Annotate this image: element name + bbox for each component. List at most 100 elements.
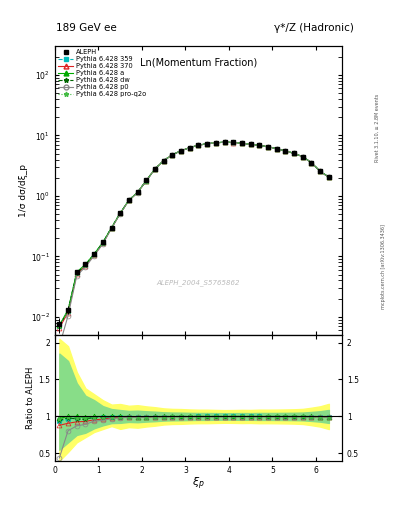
Pythia 6.428 a: [66, 307, 70, 313]
Pythia 6.428 pro-q2o: [92, 251, 97, 257]
Pythia 6.428 p0: [179, 147, 184, 154]
Pythia 6.428 359: [127, 197, 131, 203]
Text: Ln(Momentum Fraction): Ln(Momentum Fraction): [140, 58, 257, 68]
Pythia 6.428 370: [266, 144, 270, 150]
Pythia 6.428 370: [231, 139, 235, 145]
Pythia 6.428 dw: [127, 197, 131, 203]
Pythia 6.428 pro-q2o: [170, 152, 175, 158]
Pythia 6.428 dw: [292, 151, 296, 157]
Pythia 6.428 dw: [309, 160, 314, 166]
Pythia 6.428 a: [144, 178, 149, 184]
Pythia 6.428 a: [257, 142, 262, 148]
Pythia 6.428 a: [92, 251, 97, 257]
Pythia 6.428 pro-q2o: [118, 210, 123, 216]
Line: Pythia 6.428 a: Pythia 6.428 a: [57, 140, 331, 328]
Text: Rivet 3.1.10, ≥ 2.8M events: Rivet 3.1.10, ≥ 2.8M events: [375, 94, 380, 162]
Pythia 6.428 a: [127, 197, 131, 203]
Pythia 6.428 pro-q2o: [179, 147, 184, 154]
Pythia 6.428 370: [274, 145, 279, 152]
Pythia 6.428 p0: [83, 264, 88, 270]
Pythia 6.428 p0: [248, 141, 253, 147]
Pythia 6.428 p0: [170, 152, 175, 158]
Pythia 6.428 dw: [318, 168, 323, 175]
Pythia 6.428 370: [213, 140, 218, 146]
Pythia 6.428 pro-q2o: [196, 142, 201, 148]
Pythia 6.428 a: [152, 166, 157, 172]
Pythia 6.428 370: [300, 154, 305, 160]
Pythia 6.428 pro-q2o: [283, 148, 288, 154]
Pythia 6.428 370: [74, 271, 79, 277]
Pythia 6.428 370: [162, 158, 166, 164]
Pythia 6.428 a: [248, 141, 253, 147]
Pythia 6.428 dw: [240, 140, 244, 146]
Pythia 6.428 pro-q2o: [135, 189, 140, 196]
Pythia 6.428 dw: [152, 166, 157, 172]
Pythia 6.428 359: [83, 262, 88, 268]
Pythia 6.428 p0: [66, 312, 70, 318]
Pythia 6.428 370: [152, 166, 157, 172]
Pythia 6.428 pro-q2o: [274, 145, 279, 152]
Pythia 6.428 370: [205, 141, 209, 147]
Pythia 6.428 dw: [213, 140, 218, 146]
Pythia 6.428 a: [83, 261, 88, 267]
Pythia 6.428 dw: [187, 144, 192, 151]
Pythia 6.428 pro-q2o: [127, 197, 131, 203]
Pythia 6.428 359: [118, 210, 123, 216]
Pythia 6.428 370: [196, 142, 201, 148]
Line: Pythia 6.428 pro-q2o: Pythia 6.428 pro-q2o: [57, 140, 331, 328]
Pythia 6.428 359: [318, 168, 323, 175]
Pythia 6.428 359: [309, 160, 314, 166]
Pythia 6.428 pro-q2o: [213, 140, 218, 146]
Pythia 6.428 dw: [248, 141, 253, 147]
Pythia 6.428 pro-q2o: [327, 174, 331, 180]
Pythia 6.428 a: [327, 174, 331, 180]
Pythia 6.428 359: [327, 174, 331, 180]
Y-axis label: Ratio to ALEPH: Ratio to ALEPH: [26, 367, 35, 429]
Legend: ALEPH, Pythia 6.428 359, Pythia 6.428 370, Pythia 6.428 a, Pythia 6.428 dw, Pyth: ALEPH, Pythia 6.428 359, Pythia 6.428 37…: [57, 48, 147, 99]
Pythia 6.428 dw: [283, 148, 288, 154]
Pythia 6.428 a: [213, 140, 218, 146]
Pythia 6.428 370: [309, 160, 314, 166]
Pythia 6.428 359: [179, 147, 184, 154]
Y-axis label: 1/σ dσ/dξ_p: 1/σ dσ/dξ_p: [19, 164, 28, 217]
Pythia 6.428 a: [170, 152, 175, 158]
Pythia 6.428 a: [309, 160, 314, 166]
Pythia 6.428 370: [187, 144, 192, 151]
Pythia 6.428 dw: [135, 189, 140, 196]
Pythia 6.428 dw: [274, 145, 279, 152]
Pythia 6.428 370: [240, 140, 244, 146]
Pythia 6.428 dw: [144, 178, 149, 184]
Pythia 6.428 359: [231, 139, 235, 145]
Pythia 6.428 p0: [292, 151, 296, 157]
Pythia 6.428 p0: [283, 148, 288, 154]
Pythia 6.428 a: [266, 144, 270, 150]
Pythia 6.428 dw: [266, 144, 270, 150]
Pythia 6.428 370: [318, 168, 323, 175]
Pythia 6.428 a: [283, 148, 288, 154]
Pythia 6.428 370: [144, 178, 149, 184]
Pythia 6.428 359: [187, 144, 192, 151]
Pythia 6.428 p0: [144, 178, 149, 184]
Pythia 6.428 p0: [196, 142, 201, 148]
Pythia 6.428 pro-q2o: [231, 139, 235, 145]
Pythia 6.428 a: [57, 322, 62, 328]
Pythia 6.428 dw: [92, 251, 97, 257]
Pythia 6.428 370: [83, 263, 88, 269]
Pythia 6.428 pro-q2o: [257, 142, 262, 148]
Pythia 6.428 pro-q2o: [57, 323, 62, 329]
Pythia 6.428 370: [57, 325, 62, 331]
Pythia 6.428 pro-q2o: [205, 141, 209, 147]
Pythia 6.428 a: [240, 140, 244, 146]
Line: Pythia 6.428 359: Pythia 6.428 359: [58, 140, 331, 328]
Pythia 6.428 359: [222, 139, 227, 145]
Pythia 6.428 p0: [101, 241, 105, 247]
Pythia 6.428 359: [162, 158, 166, 164]
Pythia 6.428 a: [179, 147, 184, 154]
Pythia 6.428 pro-q2o: [152, 166, 157, 172]
Pythia 6.428 359: [135, 189, 140, 196]
Pythia 6.428 359: [57, 323, 62, 329]
Pythia 6.428 pro-q2o: [144, 178, 149, 184]
Pythia 6.428 dw: [83, 262, 88, 268]
Pythia 6.428 dw: [109, 225, 114, 231]
Pythia 6.428 a: [74, 269, 79, 275]
